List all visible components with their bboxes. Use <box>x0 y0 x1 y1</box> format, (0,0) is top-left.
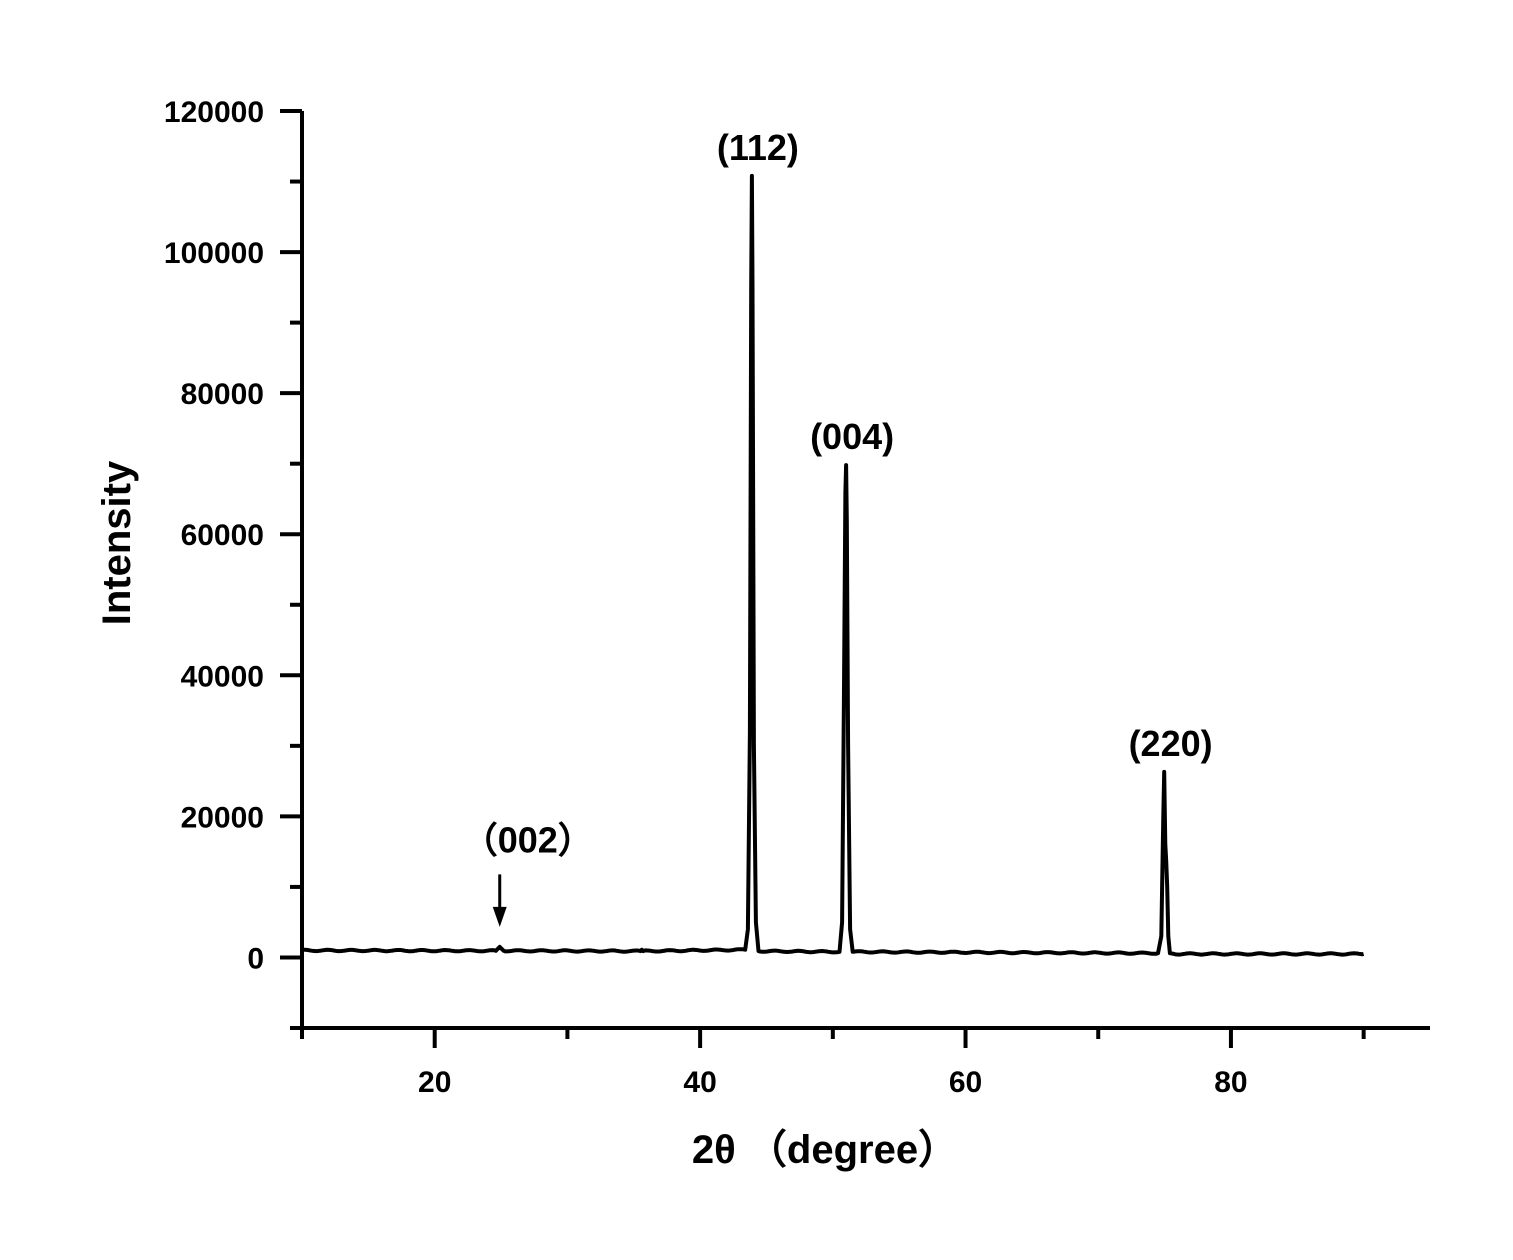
series <box>301 173 1365 957</box>
x-tick-label: 60 <box>949 1066 982 1099</box>
axes <box>300 111 1430 1030</box>
peak-arrow-head <box>492 906 507 927</box>
x-axis-title: 2θ （degree） <box>692 1128 958 1172</box>
series-line-0 <box>301 173 1365 957</box>
y-tick-label: 80000 <box>181 378 264 411</box>
peak-annotations: （002） (112) (004) (220) <box>462 127 1213 927</box>
ticks: 0 20000 40000 60000 80000 100000 120000 20 40 60 8… <box>164 96 1366 1099</box>
x-tick-label: 80 <box>1214 1066 1247 1099</box>
peak-label: (112) <box>717 127 799 168</box>
x-tick-label: 40 <box>683 1066 716 1099</box>
x-tick-label: 20 <box>418 1066 451 1099</box>
peak-label: (220) <box>1129 723 1213 764</box>
y-tick-label: 120000 <box>164 96 264 129</box>
y-tick-label: 0 <box>247 942 264 975</box>
y-tick-label: 20000 <box>181 801 264 834</box>
y-tick-label: 40000 <box>181 660 264 693</box>
y-tick-label: 60000 <box>181 519 264 552</box>
peak-label: （002） <box>462 819 594 860</box>
peak-label: (004) <box>810 416 894 457</box>
y-axis-title: Intensity <box>95 460 139 625</box>
y-tick-label: 100000 <box>164 237 264 270</box>
